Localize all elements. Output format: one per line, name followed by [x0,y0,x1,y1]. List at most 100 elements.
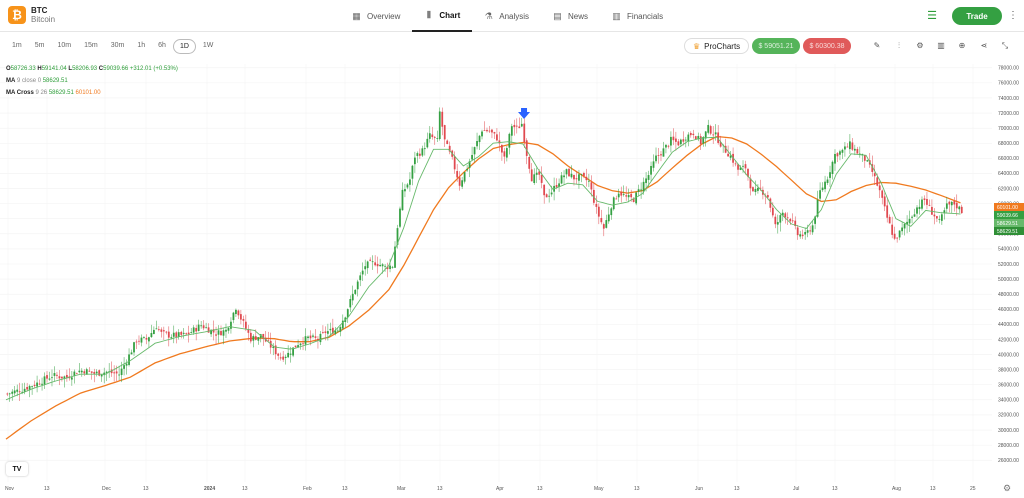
asset-title: BTC Bitcoin [31,6,55,24]
candle-body [528,156,531,169]
timeframe-1h[interactable]: 1h [137,42,146,49]
candle-body [809,230,812,232]
ma-legend[interactable]: MA 9 close 0 58629.51 [6,78,68,85]
candle-body [167,331,170,338]
sell-price-button[interactable]: $ 59051.21 [752,38,800,54]
candle-body [729,155,732,158]
price-chart[interactable]: 78000.00 76000.00 74000.00 72000.00 70000.00… [0,60,1024,498]
pencil-icon[interactable]: ✎ [873,41,881,50]
candle-body [866,160,869,162]
tab-overview[interactable]: ▦ Overview [340,0,412,32]
axis-settings-icon[interactable]: ⚙ [1003,483,1012,493]
candle-body [898,230,901,238]
candle-body [148,337,150,342]
timeframe-1w[interactable]: 1W [202,42,214,49]
fullscreen-icon[interactable]: ⤡ [1001,41,1009,50]
candle-body [23,388,26,392]
timeframe-1m[interactable]: 1m [12,42,22,49]
candle-body [888,216,891,224]
candle-body [21,391,24,393]
timeframe-30m[interactable]: 30m [110,42,125,49]
candle-body [834,153,836,164]
candle-body [670,136,672,146]
candle-body [130,352,133,355]
timeframe-15m[interactable]: 15m [84,42,98,49]
candle-body [615,198,618,200]
candle-body [510,126,513,136]
candle-body [463,172,466,182]
candle-body [876,177,879,186]
candle-body [322,332,324,333]
candle-body [781,212,784,216]
share-icon[interactable]: ⋖ [980,41,988,50]
candle-body [550,192,553,195]
candle-body [391,266,394,268]
ma-cross-legend[interactable]: MA Cross 9 26 58629.51 60101.00 [6,90,101,97]
timeframe-1d[interactable]: 1D [172,39,196,54]
asset-header: ₿ BTC Bitcoin [8,6,55,24]
procharts-button[interactable]: ♛ ProCharts [684,38,750,54]
candle-body [906,221,908,225]
last-price-tag-text: 59039.66 [997,213,1018,219]
candle-body [128,354,130,365]
more-options-icon[interactable]: ⋮ [1008,10,1018,21]
ma-cross-fast-price-tag [994,227,1024,235]
candle-body [719,141,722,147]
candle-body [496,134,498,141]
candle-body [319,333,322,343]
candle-body [396,228,399,245]
candle-body [409,179,411,185]
candle-body [811,225,814,233]
candle-body [195,327,198,332]
candle-body [212,329,215,333]
candle-body [267,340,270,342]
chart-type-icon[interactable]: ▥ [937,41,945,50]
candle-body [205,327,207,329]
top-navigation-bar: ₿ BTC Bitcoin ▦ Overview ⫴ Chart ⚗ Analysis… [0,0,1024,32]
candle-body [816,199,819,217]
candle-body [737,164,739,170]
candle-body [754,189,757,192]
tab-chart[interactable]: ⫴ Chart [412,0,473,32]
buy-price-button[interactable]: $ 60300.38 [803,38,851,54]
timeframe-5m[interactable]: 5m [34,42,45,49]
candle-body [354,289,357,294]
candle-body [249,332,252,342]
candle-body [185,333,188,335]
add-icon[interactable]: ⊕ [958,41,966,50]
trade-button[interactable]: Trade [952,7,1002,25]
tab-news[interactable]: ▤ News [541,0,600,32]
candle-body [682,139,685,142]
candle-body [712,134,715,136]
candle-body [839,151,841,155]
y-tick-label: 38000.00 [998,367,1019,373]
watchlist-add-icon[interactable]: ☰ [927,10,937,22]
tab-financials[interactable]: ▥ Financials [600,0,675,32]
candle-body [702,136,705,144]
candle-body [533,174,536,183]
candle-body [871,164,874,172]
x-tick-label: 13 [437,486,443,492]
candle-body [791,220,794,222]
ma-slow-line [5,135,961,440]
candle-body [98,370,101,376]
candle-body [655,155,657,162]
candle-body [769,198,772,208]
candle-body [90,371,93,373]
candle-body [950,201,953,206]
timeframe-10m[interactable]: 10m [57,42,72,49]
candle-body [329,328,332,331]
candle-body [622,194,625,195]
candle-body [28,385,31,391]
timeframe-6h[interactable]: 6h [158,42,166,49]
tab-label: Financials [627,11,664,21]
candle-body [525,140,528,156]
tab-analysis[interactable]: ⚗ Analysis [472,0,541,32]
indicators-icon[interactable]: ⫶ [898,41,900,50]
x-tick-label: 13 [242,486,248,492]
chart-toolbar: 1m 5m 10m 15m 30m 1h 6h 1D 1W ♛ ProChart… [0,36,1024,58]
candle-body [160,329,163,332]
y-tick-label: 64000.00 [998,171,1019,177]
candle-body [921,199,923,209]
settings-icon[interactable]: ⚙ [916,41,924,50]
